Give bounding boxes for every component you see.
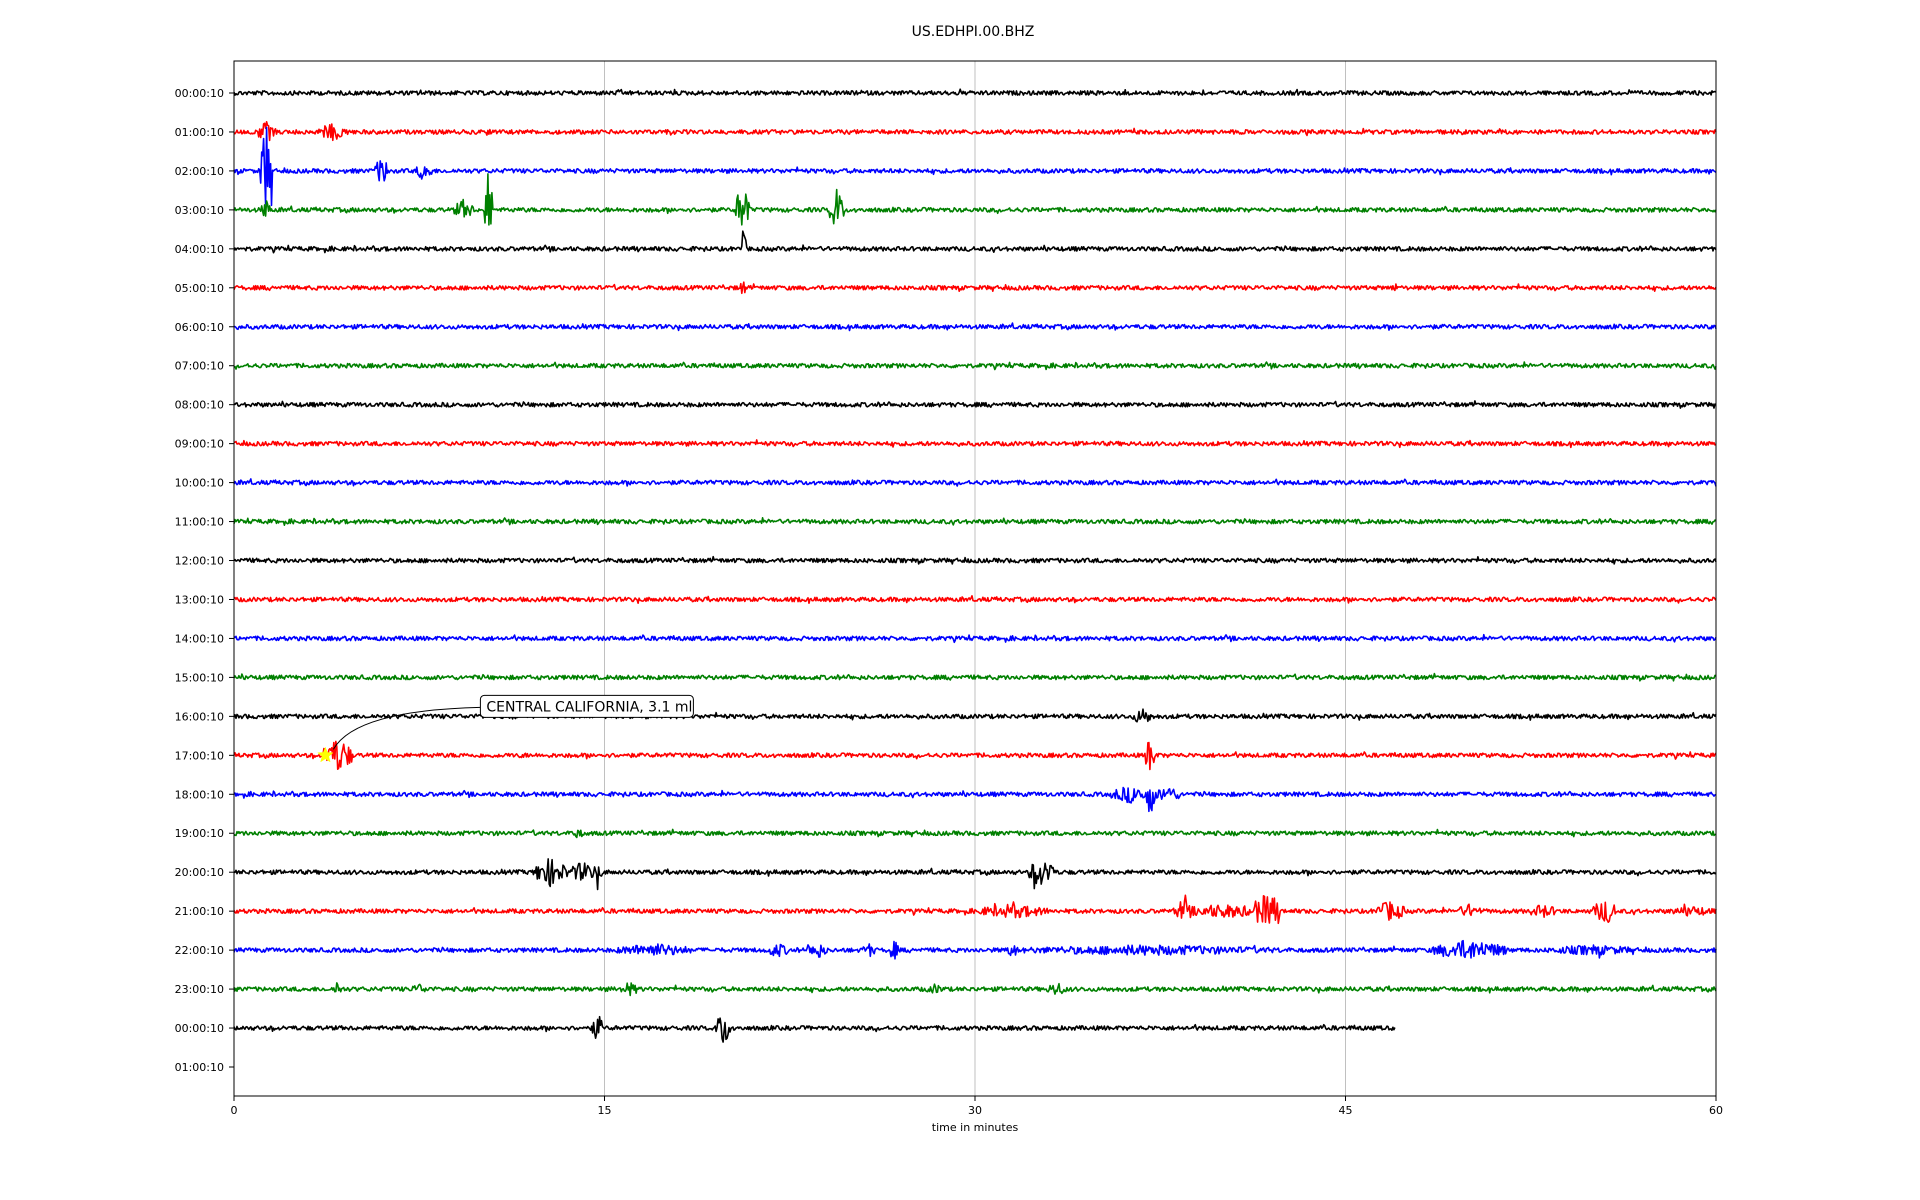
trace-row [233,894,1717,925]
trace-row [233,1015,1396,1043]
trace-row [233,478,1717,487]
event-star-marker [317,746,334,763]
x-tick-label: 60 [1709,1104,1723,1117]
trace-row [233,361,1717,371]
plot-frame [233,60,1717,1097]
row-time-label: 02:00:10 [175,165,224,178]
row-time-labels: 00:00:10 01:00:10 02:00:10 03:00:10 04:00:10… [175,87,234,1074]
row-time-label: 00:00:10 [175,1022,224,1035]
row-time-label: 07:00:10 [175,360,224,373]
row-time-label: 15:00:10 [175,671,224,684]
x-tick-label: 15 [598,1104,612,1117]
row-time-label: 16:00:10 [175,710,224,723]
trace-row [233,281,1717,295]
trace-row [233,740,1717,771]
trace-row [233,982,1717,997]
row-time-label: 21:00:10 [175,905,224,918]
trace-row [233,939,1717,960]
x-axis-label: time in minutes [932,1121,1019,1134]
trace-row [233,322,1717,332]
trace-row [233,439,1717,449]
row-time-label: 01:00:10 [175,1061,224,1074]
row-time-label: 19:00:10 [175,827,224,840]
trace-row [233,828,1717,839]
row-time-label: 12:00:10 [175,555,224,568]
x-tick-label: 45 [1339,1104,1353,1117]
row-time-label: 22:00:10 [175,944,224,957]
x-tick-label: 30 [968,1104,982,1117]
row-time-label: 17:00:10 [175,749,224,762]
row-time-label: 23:00:10 [175,983,224,996]
trace-row [233,672,1716,682]
trace-row [233,230,1717,254]
trace-row [233,858,1717,891]
trace-row [233,126,1717,207]
trace-row [234,786,1717,813]
annotation-box [479,694,694,718]
grid-lines [604,61,1346,1096]
row-time-label: 20:00:10 [175,866,224,879]
row-time-label: 18:00:10 [175,788,224,801]
trace-row [233,88,1717,97]
row-time-label: 11:00:10 [175,516,224,529]
trace-row [233,121,1717,142]
row-time-label: 08:00:10 [175,399,224,412]
trace-group [233,88,1717,1043]
row-time-label: 09:00:10 [175,438,224,451]
row-time-label: 01:00:10 [175,126,224,139]
chart-title: US.EDHPI.00.BHZ [912,24,1035,40]
row-time-label: 06:00:10 [175,321,224,334]
row-time-label: 05:00:10 [175,282,224,295]
trace-row [233,555,1717,565]
trace-row [233,400,1717,409]
trace-row [233,595,1717,604]
row-time-label: 03:00:10 [175,204,224,217]
row-time-label: 13:00:10 [175,593,224,606]
trace-row [233,517,1717,526]
event-annotation: CENTRAL CALIFORNIA, 3.1 ml [317,694,694,763]
row-time-label: 04:00:10 [175,243,224,256]
annotation-label: CENTRAL CALIFORNIA, 3.1 ml [486,699,692,715]
row-time-label: 00:00:10 [175,87,224,100]
annotation-connector [332,706,481,750]
trace-row [233,173,1717,226]
trace-row [233,633,1717,644]
x-axis-ticks: 0 15 30 45 60 [231,1096,1723,1117]
row-time-label: 10:00:10 [175,477,224,490]
x-tick-label: 0 [231,1104,238,1117]
row-time-label: 14:00:10 [175,632,224,645]
